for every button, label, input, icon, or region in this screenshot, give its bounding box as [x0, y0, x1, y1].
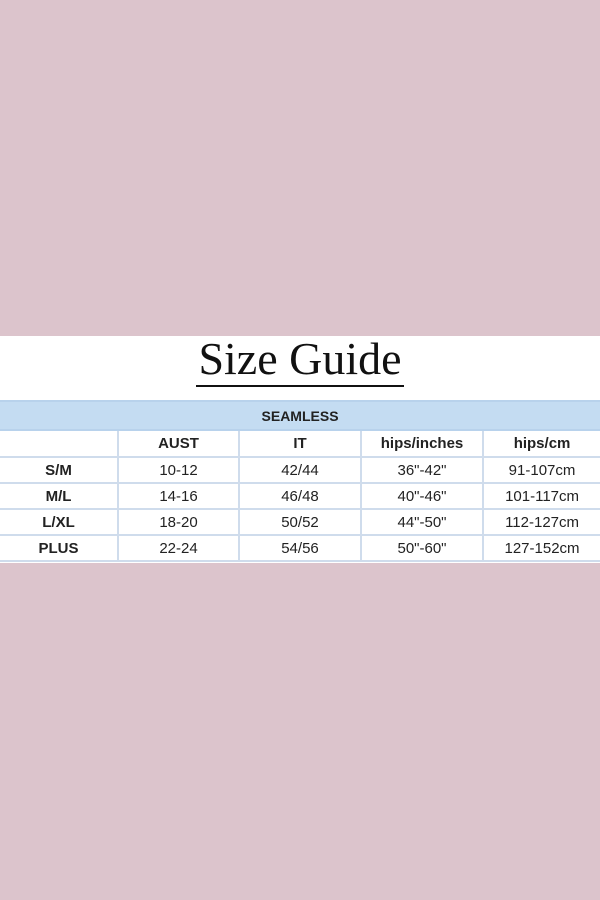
row-label: S/M [0, 456, 119, 484]
row-label: PLUS [0, 534, 119, 562]
table-cell: 22-24 [117, 534, 240, 562]
column-header: AUST [117, 429, 240, 458]
table-cell: 36"-42" [360, 456, 484, 484]
title-text: Size Guide [196, 334, 404, 387]
table-cell: 50"-60" [360, 534, 484, 562]
section-title: SEAMLESS [0, 400, 600, 431]
size-table: SEAMLESS AUST IT hips/inches hips/cm S/M… [0, 400, 600, 562]
table-row: M/L 14-16 46/48 40"-46" 101-117cm [0, 482, 600, 510]
page-title: Size Guide [0, 334, 600, 387]
section-header-row: SEAMLESS [0, 400, 600, 431]
column-header: hips/cm [481, 429, 600, 458]
table-cell: 18-20 [117, 508, 240, 536]
table-cell: 101-117cm [481, 482, 600, 510]
row-label: M/L [0, 482, 119, 510]
table-cell: 50/52 [238, 508, 362, 536]
column-header [0, 429, 119, 458]
table-cell: 14-16 [117, 482, 240, 510]
table-cell: 112-127cm [481, 508, 600, 536]
table-cell: 46/48 [238, 482, 362, 510]
table-cell: 91-107cm [481, 456, 600, 484]
column-header: IT [238, 429, 362, 458]
column-header: hips/inches [360, 429, 484, 458]
table-row: PLUS 22-24 54/56 50"-60" 127-152cm [0, 534, 600, 562]
table-row: S/M 10-12 42/44 36"-42" 91-107cm [0, 456, 600, 484]
table-cell: 127-152cm [481, 534, 600, 562]
column-header-row: AUST IT hips/inches hips/cm [0, 429, 600, 458]
table-cell: 42/44 [238, 456, 362, 484]
table-cell: 54/56 [238, 534, 362, 562]
table-row: L/XL 18-20 50/52 44"-50" 112-127cm [0, 508, 600, 536]
table-cell: 40"-46" [360, 482, 484, 510]
table-cell: 44"-50" [360, 508, 484, 536]
row-label: L/XL [0, 508, 119, 536]
table-cell: 10-12 [117, 456, 240, 484]
